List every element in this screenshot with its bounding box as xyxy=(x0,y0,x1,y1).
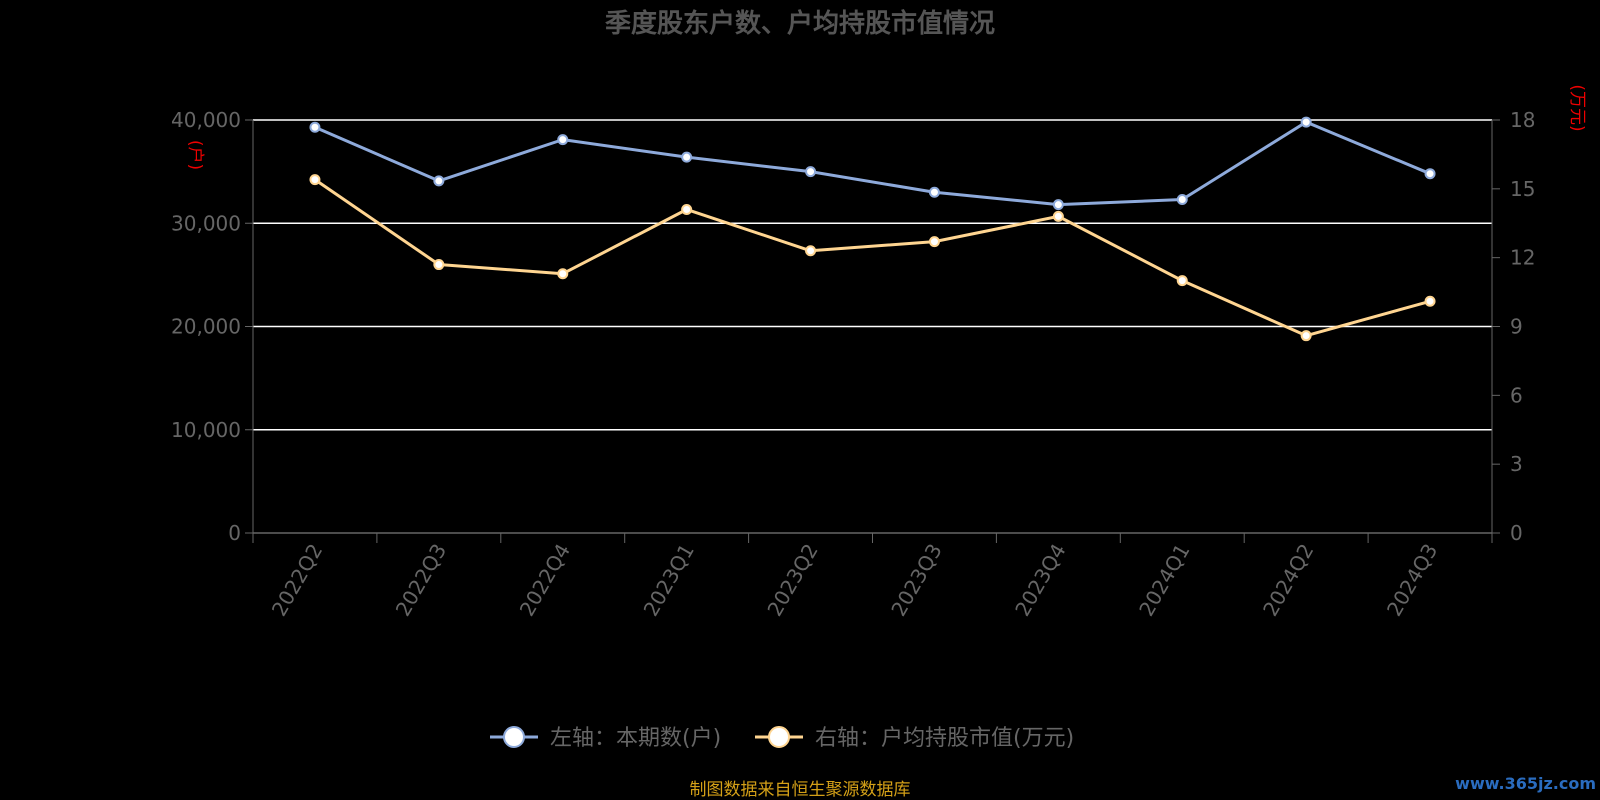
series-0-point xyxy=(1052,199,1064,211)
x-tick-label: 2023Q2 xyxy=(762,540,822,621)
series-1-point xyxy=(1424,295,1436,307)
legend-item-0[interactable]: 左轴：本期数(户) xyxy=(490,726,721,751)
series-line-0 xyxy=(314,120,1431,207)
right-tick-label: 0 xyxy=(1510,521,1523,545)
left-axis-unit: (户) xyxy=(185,140,205,170)
x-tick-label: 2024Q1 xyxy=(1134,540,1194,621)
series-0-point xyxy=(805,166,817,178)
watermark: www.365jz.com xyxy=(1455,774,1596,793)
legend-label: 左轴：本期数(户) xyxy=(550,726,721,751)
legend-item-1[interactable]: 右轴：户均持股市值(万元) xyxy=(755,726,1074,751)
series-1-point xyxy=(433,259,445,271)
x-tick-label: 2023Q4 xyxy=(1010,540,1070,621)
series-1-point xyxy=(928,236,940,248)
axes: 0 10,000 20,000 30,000 40,000 0 3 6 9 12 15 18 2022Q… xyxy=(171,108,1535,620)
series-1-point xyxy=(1300,330,1312,342)
series-1-point xyxy=(309,174,321,186)
series-line-1 xyxy=(314,178,1431,338)
legend[interactable]: 左轴：本期数(户) 右轴：户均持股市值(万元) xyxy=(490,726,1074,751)
source-note: 制图数据来自恒生聚源数据库 xyxy=(690,780,911,800)
series-0-point xyxy=(433,175,445,187)
right-tick-label: 6 xyxy=(1510,383,1523,407)
left-tick-label: 30,000 xyxy=(171,211,241,235)
series xyxy=(309,116,1436,342)
left-tick-label: 10,000 xyxy=(171,418,241,442)
x-tick-label: 2023Q1 xyxy=(639,540,699,621)
series-0-point xyxy=(681,151,693,163)
right-tick-label: 3 xyxy=(1510,452,1523,476)
chart-title: 季度股东户数、户均持股市值情况 xyxy=(605,8,995,39)
x-tick-label: 2024Q2 xyxy=(1258,540,1318,621)
series-0-point xyxy=(1176,194,1188,206)
legend-label: 右轴：户均持股市值(万元) xyxy=(815,726,1074,751)
right-tick-label: 18 xyxy=(1510,108,1535,132)
x-tick-label: 2024Q3 xyxy=(1382,540,1442,621)
series-0-point xyxy=(309,121,321,133)
right-tick-label: 12 xyxy=(1510,246,1535,270)
left-tick-label: 40,000 xyxy=(171,108,241,132)
right-axis-unit: (万元) xyxy=(1567,84,1587,131)
grid-lines xyxy=(253,119,1492,431)
legend-swatch-marker xyxy=(768,726,790,748)
series-1-point xyxy=(1176,275,1188,287)
series-0-point xyxy=(557,134,569,146)
right-tick-label: 9 xyxy=(1510,315,1523,339)
series-1-point xyxy=(557,268,569,280)
x-tick-label: 2023Q3 xyxy=(886,540,946,621)
series-1-point xyxy=(681,203,693,215)
series-0-point xyxy=(1424,168,1436,180)
left-tick-label: 0 xyxy=(228,521,241,545)
x-tick-label: 2022Q3 xyxy=(391,540,451,621)
series-0-point xyxy=(1300,116,1312,128)
series-0-point xyxy=(928,186,940,198)
series-1-point xyxy=(805,245,817,257)
x-tick-label: 2022Q4 xyxy=(515,540,575,621)
x-tick-label: 2022Q2 xyxy=(267,540,327,621)
left-tick-label: 20,000 xyxy=(171,315,241,339)
right-tick-label: 15 xyxy=(1510,177,1535,201)
series-1-point xyxy=(1052,210,1064,222)
legend-swatch-marker xyxy=(503,726,525,748)
